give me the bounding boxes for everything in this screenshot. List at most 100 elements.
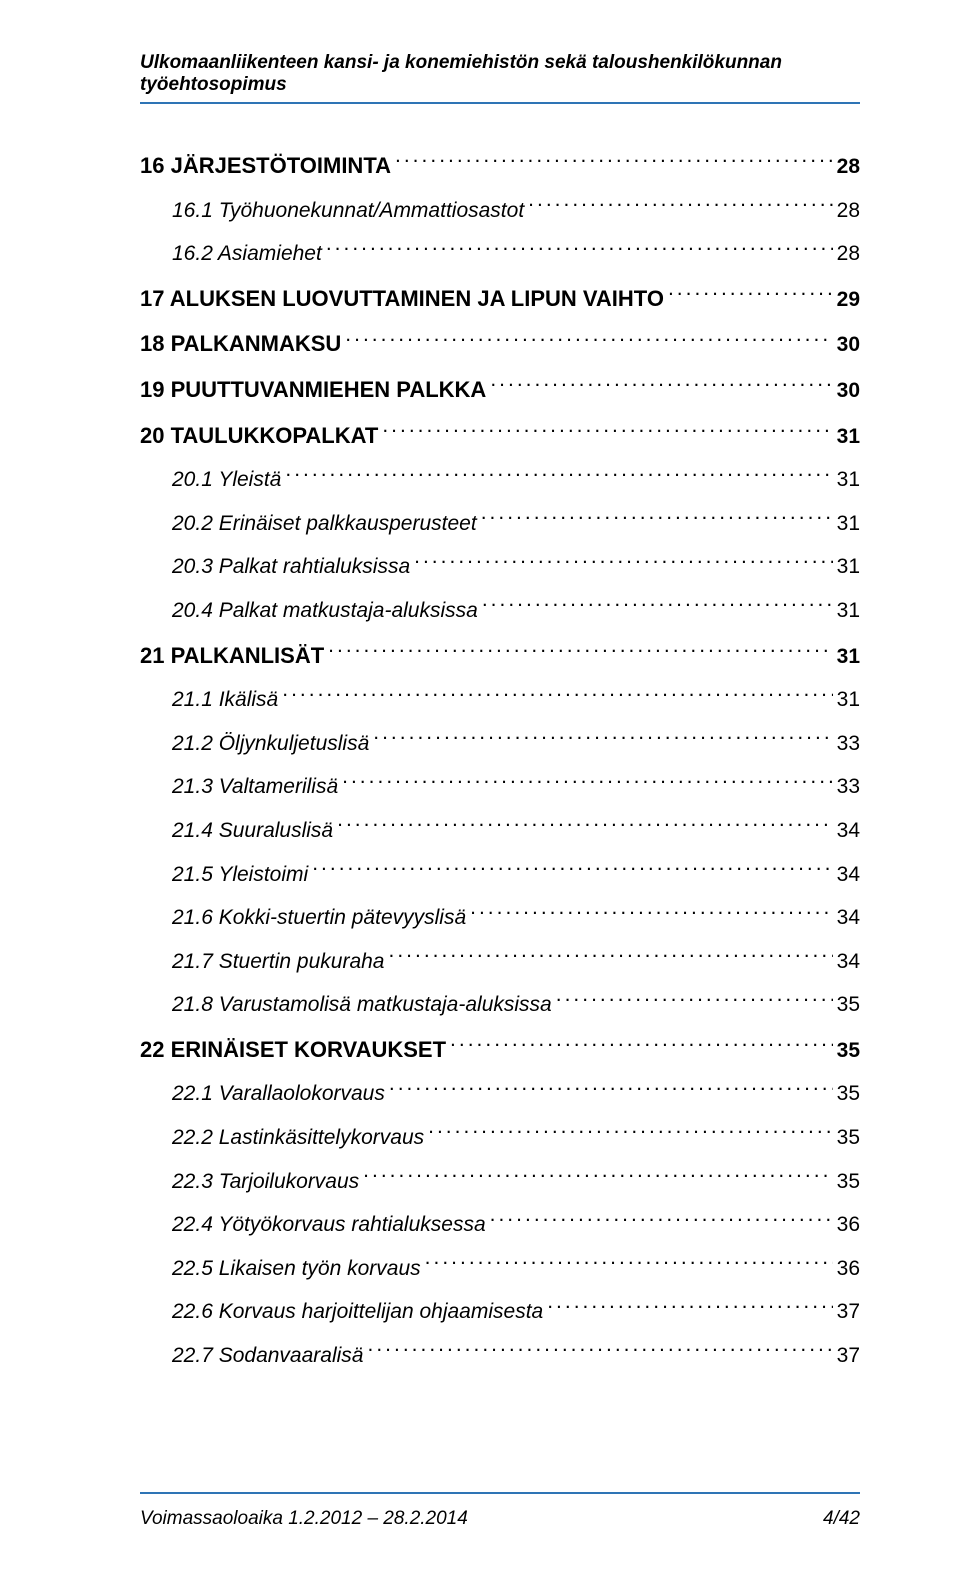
toc-entry-page: 37 [837, 1295, 860, 1329]
toc-leader [395, 152, 833, 173]
toc-entry-label: 21.5 Yleistoimi [172, 858, 308, 892]
toc-entry-label: 18 PALKANMAKSU [140, 326, 341, 361]
toc-entry-sub: 21.7 Stuertin pukuraha 34 [140, 945, 860, 979]
footer-validity: Voimassaoloaika 1.2.2012 – 28.2.2014 [140, 1508, 468, 1530]
toc-entry-page: 34 [837, 945, 860, 979]
toc-leader [285, 465, 832, 486]
toc-entry-sub: 22.4 Yötyökorvaus rahtialuksessa 36 [140, 1208, 860, 1242]
toc-entry-page: 35 [837, 1077, 860, 1111]
toc-entry-sub: 22.2 Lastinkäsittelykorvaus 35 [140, 1121, 860, 1155]
toc-leader [367, 1341, 832, 1362]
header-rule [140, 102, 860, 104]
toc-entry-label: 22.3 Tarjoilukorvaus [172, 1165, 359, 1199]
toc-entry-page: 31 [837, 640, 860, 674]
toc-entry-sub: 21.2 Öljynkuljetuslisä 33 [140, 727, 860, 761]
toc-entry-sub: 21.6 Kokki-stuertin pätevyyslisä 34 [140, 901, 860, 935]
toc-leader [470, 903, 833, 924]
toc-leader [668, 285, 833, 306]
toc-leader [363, 1167, 832, 1188]
footer-rule [140, 1492, 860, 1494]
toc-entry-page: 35 [837, 1165, 860, 1199]
toc-entry-page: 31 [837, 507, 860, 541]
toc-entry-sub: 21.1 Ikälisä 31 [140, 683, 860, 717]
toc-entry-label: 20.2 Erinäiset palkkausperusteet [172, 507, 477, 541]
toc-entry-label: 21.3 Valtamerilisä [172, 770, 338, 804]
toc-leader [382, 422, 832, 443]
toc-entry-label: 22.1 Varallaolokorvaus [172, 1077, 385, 1111]
toc-leader [425, 1254, 833, 1275]
toc-entry-main: 21 PALKANLISÄT 31 [140, 638, 860, 674]
toc-entry-page: 30 [837, 328, 860, 362]
toc-entry-label: 20.3 Palkat rahtialuksissa [172, 550, 410, 584]
toc-entry-page: 34 [837, 814, 860, 848]
toc-entry-label: 21.7 Stuertin pukuraha [172, 945, 384, 979]
toc-entry-main: 19 PUUTTUVANMIEHEN PALKKA 30 [140, 372, 860, 408]
toc-leader [414, 552, 833, 573]
toc-entry-label: 22 ERINÄISET KORVAUKSET [140, 1032, 446, 1067]
toc-entry-label: 16 JÄRJESTÖTOIMINTA [140, 148, 391, 183]
toc-leader [490, 1210, 833, 1231]
toc-entry-label: 20.4 Palkat matkustaja-aluksissa [172, 594, 478, 628]
toc-entry-label: 22.7 Sodanvaaralisä [172, 1339, 363, 1373]
toc-entry-label: 21.8 Varustamolisä matkustaja-aluksissa [172, 988, 552, 1022]
toc-entry-main: 18 PALKANMAKSU 30 [140, 326, 860, 362]
toc-leader [547, 1297, 832, 1318]
toc-entry-label: 17 ALUKSEN LUOVUTTAMINEN JA LIPUN VAIHTO [140, 281, 664, 316]
toc-entry-sub: 20.4 Palkat matkustaja-aluksissa 31 [140, 594, 860, 628]
toc-entry-label: 21.2 Öljynkuljetuslisä [172, 727, 369, 761]
toc-entry-sub: 21.5 Yleistoimi 34 [140, 858, 860, 892]
toc-leader [450, 1036, 833, 1057]
toc-entry-sub: 22.7 Sodanvaaralisä 37 [140, 1339, 860, 1373]
toc-entry-page: 34 [837, 901, 860, 935]
toc-entry-sub: 22.3 Tarjoilukorvaus 35 [140, 1165, 860, 1199]
toc-entry-page: 35 [837, 988, 860, 1022]
toc-entry-page: 28 [837, 194, 860, 228]
toc-leader [556, 990, 833, 1011]
toc-entry-sub: 20.1 Yleistä 31 [140, 463, 860, 497]
toc-entry-page: 31 [837, 550, 860, 584]
toc-entry-label: 21.6 Kokki-stuertin pätevyyslisä [172, 901, 466, 935]
toc-entry-page: 31 [837, 594, 860, 628]
toc-entry-sub: 16.2 Asiamiehet 28 [140, 237, 860, 271]
toc-leader [490, 376, 832, 397]
toc-entry-sub: 22.1 Varallaolokorvaus 35 [140, 1077, 860, 1111]
toc-leader [328, 642, 832, 663]
toc-entry-label: 22.4 Yötyökorvaus rahtialuksessa [172, 1208, 486, 1242]
toc-entry-page: 30 [837, 374, 860, 408]
toc-entry-page: 31 [837, 463, 860, 497]
toc-entry-label: 22.2 Lastinkäsittelykorvaus [172, 1121, 424, 1155]
toc-entry-label: 21.4 Suuraluslisä [172, 814, 333, 848]
toc-entry-sub: 22.6 Korvaus harjoittelijan ohjaamisesta… [140, 1295, 860, 1329]
toc-entry-label: 16.1 Työhuonekunnat/Ammattiosastot [172, 194, 524, 228]
toc-entry-main: 20 TAULUKKOPALKAT 31 [140, 418, 860, 454]
toc-entry-main: 16 JÄRJESTÖTOIMINTA 28 [140, 148, 860, 184]
toc-leader [312, 860, 832, 881]
toc-entry-sub: 20.3 Palkat rahtialuksissa 31 [140, 550, 860, 584]
toc-leader [326, 239, 833, 260]
toc-entry-page: 37 [837, 1339, 860, 1373]
toc-entry-sub: 21.8 Varustamolisä matkustaja-aluksissa … [140, 988, 860, 1022]
table-of-contents: 16 JÄRJESTÖTOIMINTA 28 16.1 Työhuonekunna… [140, 148, 860, 1373]
toc-entry-sub: 21.4 Suuraluslisä 34 [140, 814, 860, 848]
toc-entry-main: 22 ERINÄISET KORVAUKSET 35 [140, 1032, 860, 1068]
toc-entry-label: 21.1 Ikälisä [172, 683, 278, 717]
page: Ulkomaanliikenteen kansi- ja konemiehist… [0, 0, 960, 1572]
toc-entry-label: 20 TAULUKKOPALKAT [140, 418, 378, 453]
toc-entry-label: 22.6 Korvaus harjoittelijan ohjaamisesta [172, 1295, 543, 1329]
footer-page-number: 4/42 [823, 1508, 860, 1530]
toc-entry-page: 31 [837, 420, 860, 454]
toc-leader [482, 596, 833, 617]
page-footer: Voimassaoloaika 1.2.2012 – 28.2.2014 4/4… [140, 1492, 860, 1530]
toc-entry-page: 35 [837, 1034, 860, 1068]
toc-leader [428, 1123, 833, 1144]
toc-leader [389, 1079, 833, 1100]
toc-leader [345, 330, 832, 351]
footer-line: Voimassaoloaika 1.2.2012 – 28.2.2014 4/4… [140, 1508, 860, 1530]
toc-entry-sub: 22.5 Likaisen työn korvaus 36 [140, 1252, 860, 1286]
toc-entry-page: 33 [837, 727, 860, 761]
toc-entry-label: 22.5 Likaisen työn korvaus [172, 1252, 421, 1286]
toc-entry-label: 16.2 Asiamiehet [172, 237, 322, 271]
toc-entry-label: 19 PUUTTUVANMIEHEN PALKKA [140, 372, 486, 407]
header-title: Ulkomaanliikenteen kansi- ja konemiehist… [140, 52, 860, 96]
toc-entry-page: 36 [837, 1208, 860, 1242]
